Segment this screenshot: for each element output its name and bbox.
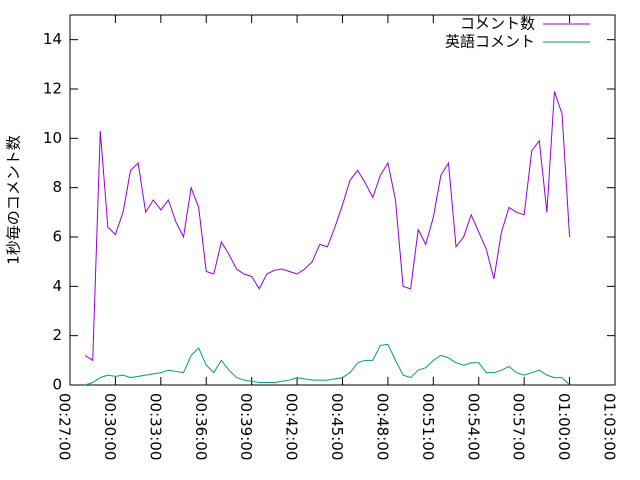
x-tick-label: 00:45:00 (328, 393, 346, 460)
x-tick-label: 00:51:00 (419, 393, 437, 460)
x-tick-label: 00:42:00 (283, 393, 301, 460)
y-tick-label: 14 (43, 30, 62, 48)
legend-label: コメント数 (460, 15, 535, 33)
x-tick-label: 00:36:00 (192, 393, 210, 460)
plot-border (69, 14, 616, 386)
y-tick-label: 8 (52, 178, 62, 196)
line-series (84, 91, 571, 362)
x-tick-label: 00:57:00 (510, 393, 528, 460)
y-tick-label: 6 (52, 228, 62, 246)
y-tick-label: 0 (52, 376, 62, 394)
y-tick-label: 12 (43, 80, 62, 98)
x-tick-label: 00:27:00 (56, 393, 74, 460)
x-tick-label: 00:48:00 (373, 393, 391, 460)
x-tick-label: 01:03:00 (601, 393, 619, 460)
x-tick-label: 00:39:00 (237, 393, 255, 460)
line-series (84, 343, 570, 386)
legend-label: 英語コメント (445, 33, 535, 51)
x-tick-label: 00:54:00 (464, 393, 482, 460)
y-tick-label: 10 (43, 129, 62, 147)
y-axis-label: 1秒毎のコメント数 (5, 135, 23, 265)
y-tick-label: 4 (52, 277, 62, 295)
x-tick-label: 00:30:00 (101, 393, 119, 460)
y-tick-label: 2 (52, 326, 62, 344)
x-tick-label: 00:33:00 (146, 393, 164, 460)
x-tick-label: 01:00:00 (555, 393, 573, 460)
